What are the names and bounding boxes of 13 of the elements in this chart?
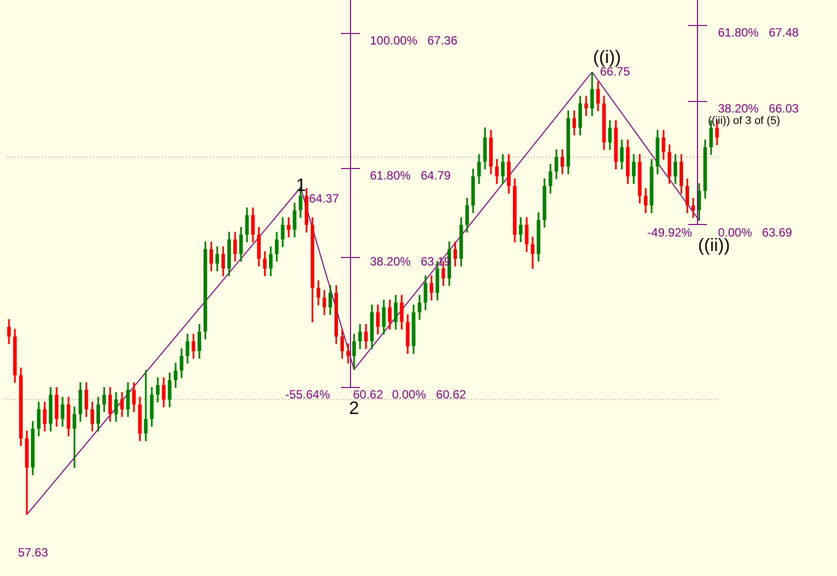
annotation: 64.37 (309, 191, 340, 206)
annotation: -49.92% (647, 225, 692, 240)
annotation: 0.00% 63.69 (718, 225, 792, 240)
annotation: ((iii)) of 3 of (5) (708, 115, 780, 128)
text: 61.80% 67.48 (718, 25, 800, 40)
annotation: 38.20% 66.03 (718, 101, 800, 116)
annotation: 61.80% 64.79 (370, 168, 452, 182)
annotation: 1 (296, 174, 306, 195)
annotation: -55.64% (285, 387, 330, 402)
candlestick (72, 406, 76, 468)
text: 100.00% 67.36 (370, 33, 458, 48)
annotation: 0.00% 60.62 (392, 387, 466, 402)
text: 57.63 (18, 545, 48, 560)
